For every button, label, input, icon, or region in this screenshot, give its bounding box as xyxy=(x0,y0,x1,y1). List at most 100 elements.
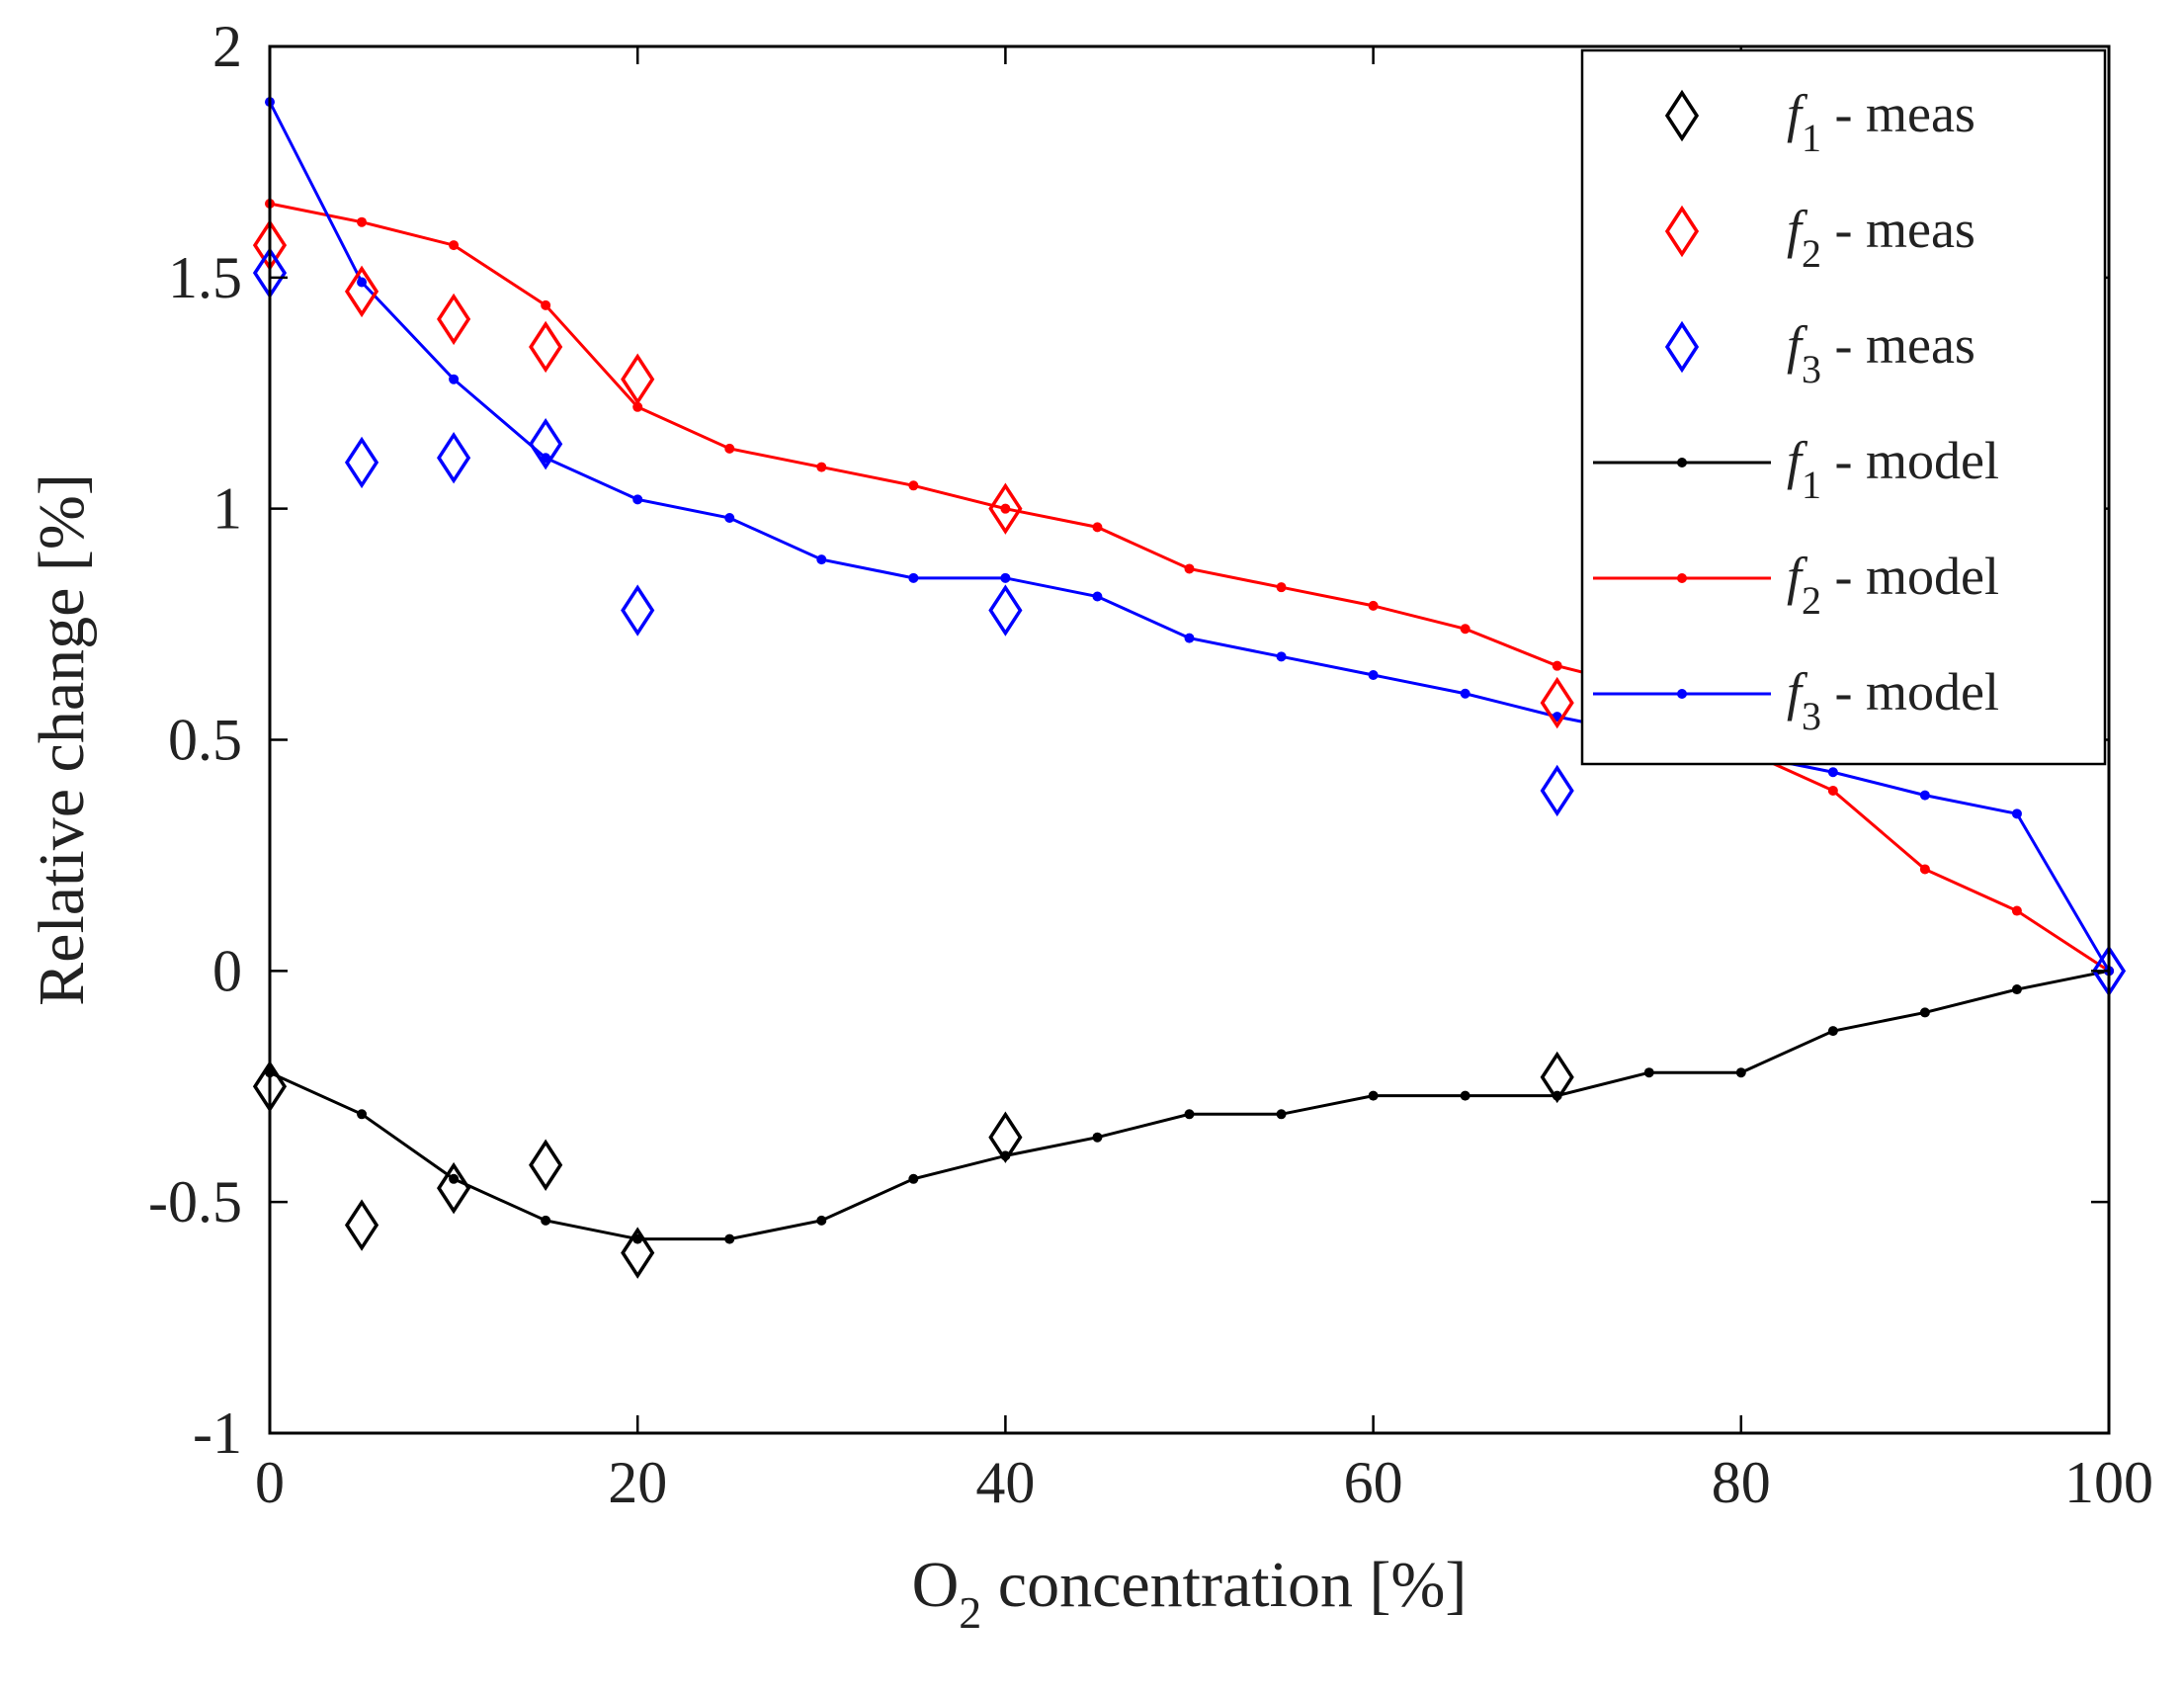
legend-dot xyxy=(1677,573,1687,583)
data-point xyxy=(1184,563,1195,574)
data-marker xyxy=(1540,1051,1574,1104)
data-point xyxy=(1092,591,1103,602)
data-point xyxy=(1919,790,1930,801)
data-marker xyxy=(437,432,471,484)
data-marker xyxy=(529,320,563,374)
data-marker xyxy=(529,1139,563,1191)
x-tick-label: 0 xyxy=(255,1450,285,1515)
data-point xyxy=(816,462,827,472)
legend-marker xyxy=(1664,205,1700,258)
legend-entry-f1-meas: f1 - meas xyxy=(1664,84,1975,160)
data-point xyxy=(1919,864,1930,875)
series-f1-meas xyxy=(252,1051,1574,1279)
y-tick-label: 0.5 xyxy=(168,708,242,773)
x-tick-label: 100 xyxy=(2064,1450,2153,1515)
data-point xyxy=(449,1173,460,1184)
x-tick-label: 20 xyxy=(608,1450,667,1515)
legend-entry-f3-meas: f3 - meas xyxy=(1664,315,1975,391)
data-marker xyxy=(621,584,655,637)
data-point xyxy=(724,1233,735,1244)
legend-entry-f1-model: f1 - model xyxy=(1593,431,1999,507)
data-point xyxy=(1276,1109,1287,1120)
data-point xyxy=(724,443,735,454)
data-point xyxy=(2011,905,2022,916)
legend-entry-f3-model: f3 - model xyxy=(1593,662,1999,738)
data-point xyxy=(1735,1067,1746,1078)
data-marker xyxy=(344,436,379,489)
data-point xyxy=(1184,1109,1195,1120)
y-tick-label: -0.5 xyxy=(148,1169,242,1234)
data-point xyxy=(908,480,919,491)
data-point xyxy=(1919,1007,1930,1018)
data-point xyxy=(1827,785,1838,796)
data-point xyxy=(1827,1026,1838,1037)
data-point xyxy=(1460,624,1470,635)
data-point xyxy=(632,494,643,505)
data-point xyxy=(357,216,368,227)
data-point xyxy=(632,401,643,412)
data-marker xyxy=(437,1161,471,1215)
data-point xyxy=(1000,503,1011,514)
data-point xyxy=(816,1215,827,1226)
data-marker xyxy=(344,265,379,318)
data-point xyxy=(1276,582,1287,593)
data-marker xyxy=(344,1199,379,1251)
data-point xyxy=(357,1109,368,1120)
data-marker xyxy=(529,417,563,470)
data-point xyxy=(816,554,827,565)
data-point xyxy=(2011,984,2022,995)
data-point xyxy=(1460,688,1470,699)
data-point xyxy=(1184,633,1195,643)
data-point xyxy=(449,374,460,384)
legend-dot xyxy=(1677,689,1687,699)
legend-marker xyxy=(1664,320,1700,374)
data-point xyxy=(1460,1090,1470,1101)
legend-label: f3 - model xyxy=(1787,662,1999,738)
data-marker xyxy=(988,1111,1023,1163)
legend-box xyxy=(1580,48,2107,766)
x-tick-label: 80 xyxy=(1712,1450,1771,1515)
data-marker xyxy=(1540,764,1574,817)
data-point xyxy=(357,277,368,288)
data-point xyxy=(908,572,919,583)
data-point xyxy=(908,1173,919,1184)
data-point xyxy=(1368,1090,1379,1101)
y-tick-label: 1.5 xyxy=(168,245,242,310)
y-tick-label: 0 xyxy=(212,938,242,1003)
x-tick-label: 40 xyxy=(975,1450,1035,1515)
data-point xyxy=(541,299,551,310)
data-marker xyxy=(621,353,655,405)
data-marker xyxy=(1540,676,1574,729)
data-point xyxy=(724,513,735,524)
data-point xyxy=(1276,651,1287,662)
data-point xyxy=(2011,808,2022,819)
data-point xyxy=(1092,522,1103,533)
data-marker xyxy=(437,293,471,346)
legend-label: f1 - meas xyxy=(1787,84,1975,160)
legend-entry-f2-meas: f2 - meas xyxy=(1664,200,1975,276)
legend-label: f2 - meas xyxy=(1787,200,1975,276)
legend-dot xyxy=(1677,458,1687,467)
data-point xyxy=(541,1215,551,1226)
legend-label: f1 - model xyxy=(1787,431,1999,507)
data-marker xyxy=(988,482,1023,535)
data-marker xyxy=(621,1227,655,1279)
y-axis-label: Relative change [%] xyxy=(26,473,98,1006)
y-tick-label: 2 xyxy=(212,14,242,79)
y-tick-label: -1 xyxy=(193,1401,242,1466)
data-point xyxy=(1368,600,1379,611)
y-tick-label: 1 xyxy=(212,476,242,542)
data-marker xyxy=(988,584,1023,637)
data-point xyxy=(1643,1067,1654,1078)
data-point xyxy=(1092,1132,1103,1143)
data-point xyxy=(449,240,460,251)
x-tick-label: 60 xyxy=(1344,1450,1403,1515)
data-point xyxy=(1552,660,1562,671)
legend-marker xyxy=(1664,89,1700,142)
legend-label: f3 - meas xyxy=(1787,315,1975,391)
data-point xyxy=(1000,572,1011,583)
data-point xyxy=(1368,670,1379,681)
data-point xyxy=(1827,767,1838,778)
